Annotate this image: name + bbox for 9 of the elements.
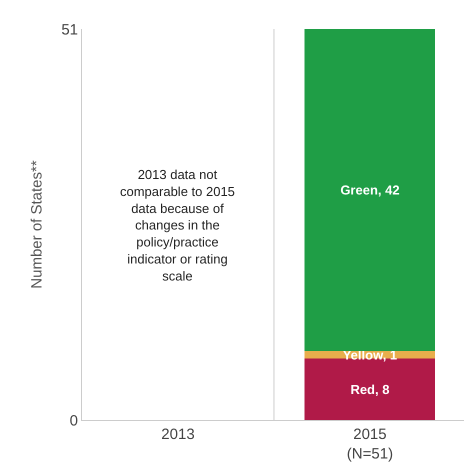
data-label: Green, 42 bbox=[340, 182, 400, 198]
annotation: 2013 data not comparable to 2015 data because of changes in the policy/practice indicator or rating scale bbox=[120, 167, 235, 284]
data-label: Red, 8 bbox=[350, 382, 390, 397]
y-tick-label: 51 bbox=[61, 21, 78, 38]
data-label: Yellow, 1 bbox=[342, 347, 398, 362]
y-tick-label: 0 bbox=[70, 412, 78, 430]
y-axis-title: Number of States** bbox=[28, 160, 46, 289]
x-tick-label: 2013 bbox=[161, 426, 195, 443]
x-tick-label: 2015 (N=51) bbox=[346, 426, 394, 462]
